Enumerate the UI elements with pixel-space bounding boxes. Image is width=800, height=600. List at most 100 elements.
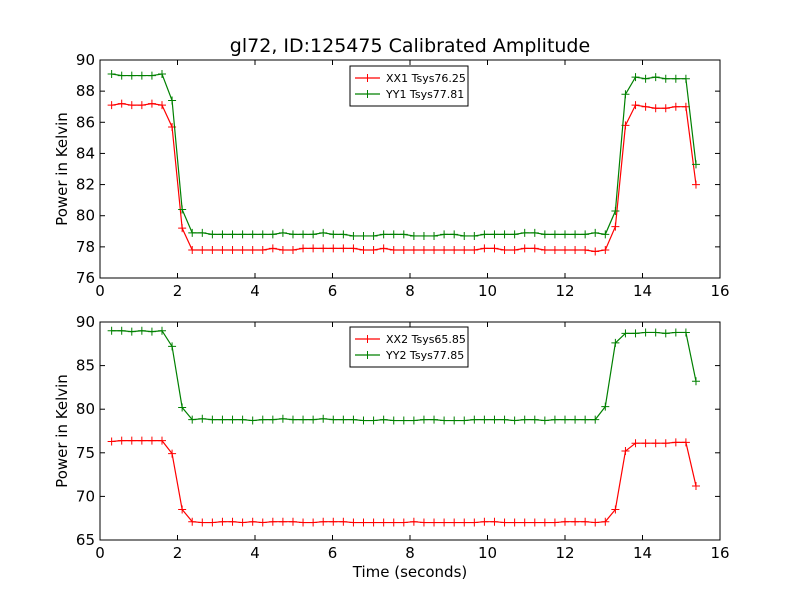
- data-point-marker: [147, 327, 156, 336]
- data-point-marker: [319, 517, 328, 526]
- legend-marker: [363, 74, 372, 82]
- data-point-marker: [631, 329, 640, 338]
- data-point-marker: [430, 415, 439, 424]
- data-point-marker: [188, 228, 197, 237]
- data-point-marker: [440, 518, 449, 527]
- data-point-marker: [238, 230, 247, 239]
- data-point-marker: [691, 377, 700, 386]
- data-point-marker: [419, 415, 428, 424]
- data-point-marker: [389, 245, 398, 254]
- data-point-marker: [299, 230, 308, 239]
- data-point-marker: [510, 230, 519, 239]
- y-tick-label: 82: [76, 176, 95, 194]
- data-point-marker: [208, 415, 217, 424]
- x-tick-label: 0: [95, 282, 105, 300]
- data-point-marker: [379, 230, 388, 239]
- data-point-marker: [198, 518, 207, 527]
- data-point-marker: [661, 329, 670, 338]
- data-point-marker: [691, 160, 700, 169]
- x-tick-label: 6: [328, 544, 338, 562]
- data-point-marker: [117, 436, 126, 445]
- data-point-marker: [591, 247, 600, 256]
- y-tick-label: 80: [76, 207, 95, 225]
- x-tick-label: 8: [405, 544, 415, 562]
- data-point-marker: [500, 230, 509, 239]
- data-point-marker: [611, 207, 620, 216]
- data-point-marker: [681, 74, 690, 83]
- data-point-marker: [278, 517, 287, 526]
- data-point-marker: [480, 230, 489, 239]
- data-point-marker: [651, 328, 660, 337]
- data-point-marker: [299, 518, 308, 527]
- data-point-marker: [278, 228, 287, 237]
- data-point-marker: [238, 245, 247, 254]
- data-point-marker: [228, 415, 237, 424]
- data-point-marker: [399, 230, 408, 239]
- data-point-marker: [238, 415, 247, 424]
- data-point-marker: [359, 245, 368, 254]
- data-point-marker: [248, 416, 257, 425]
- data-point-marker: [349, 231, 358, 240]
- y-tick-label: 76: [76, 269, 95, 287]
- data-point-marker: [691, 180, 700, 189]
- data-point-marker: [671, 102, 680, 111]
- data-point-marker: [450, 230, 459, 239]
- x-tick-label: 4: [250, 282, 260, 300]
- data-point-marker: [188, 517, 197, 526]
- legend-marker: [363, 335, 372, 343]
- data-point-marker: [651, 439, 660, 448]
- y-tick-label: 88: [76, 82, 95, 100]
- y-tick-label: 78: [76, 238, 95, 256]
- data-point-marker: [329, 517, 338, 526]
- y-tick-label: 85: [76, 357, 95, 375]
- data-point-marker: [601, 517, 610, 526]
- data-point-marker: [520, 244, 529, 253]
- data-point-marker: [641, 439, 650, 448]
- data-point-marker: [228, 245, 237, 254]
- data-point-marker: [510, 416, 519, 425]
- data-point-marker: [601, 402, 610, 411]
- data-point-marker: [581, 517, 590, 526]
- data-point-marker: [127, 327, 136, 336]
- data-point-marker: [339, 230, 348, 239]
- data-point-marker: [510, 518, 519, 527]
- data-point-marker: [419, 245, 428, 254]
- data-point-marker: [430, 231, 439, 240]
- data-point-marker: [288, 230, 297, 239]
- data-point-marker: [591, 415, 600, 424]
- data-point-marker: [440, 416, 449, 425]
- data-point-marker: [319, 228, 328, 237]
- data-point-marker: [450, 518, 459, 527]
- data-point-marker: [178, 403, 187, 412]
- data-point-marker: [299, 244, 308, 253]
- data-point-marker: [158, 101, 166, 110]
- y-tick-label: 84: [76, 144, 95, 162]
- data-point-marker: [571, 517, 580, 526]
- data-point-marker: [228, 517, 237, 526]
- data-point-marker: [218, 230, 227, 239]
- y-axis-label: Power in Kelvin: [53, 374, 71, 488]
- data-point-marker: [329, 244, 338, 253]
- data-point-marker: [107, 326, 116, 335]
- top-subplot: 0 2 4 6 8 10 12 14 16 76 78 80 82 84 86 88 90 gl72, ID:12…: [53, 35, 730, 300]
- data-point-marker: [198, 228, 207, 237]
- data-point-marker: [601, 245, 610, 254]
- data-point-marker: [188, 415, 197, 424]
- data-point-marker: [530, 518, 539, 527]
- data-point-marker: [278, 414, 287, 423]
- data-point-marker: [631, 439, 640, 448]
- data-point-marker: [540, 518, 549, 527]
- data-point-marker: [470, 231, 479, 240]
- data-point-marker: [691, 481, 700, 490]
- data-point-marker: [137, 436, 146, 445]
- data-point-marker: [127, 436, 136, 445]
- data-point-marker: [470, 245, 479, 254]
- data-point-marker: [591, 228, 600, 237]
- y-tick-label: 75: [76, 444, 95, 462]
- data-point-marker: [661, 74, 670, 83]
- data-point-marker: [399, 245, 408, 254]
- x-tick-label: 2: [173, 544, 183, 562]
- data-point-marker: [500, 518, 509, 527]
- data-point-marker: [490, 244, 499, 253]
- x-tick-label: 4: [250, 544, 260, 562]
